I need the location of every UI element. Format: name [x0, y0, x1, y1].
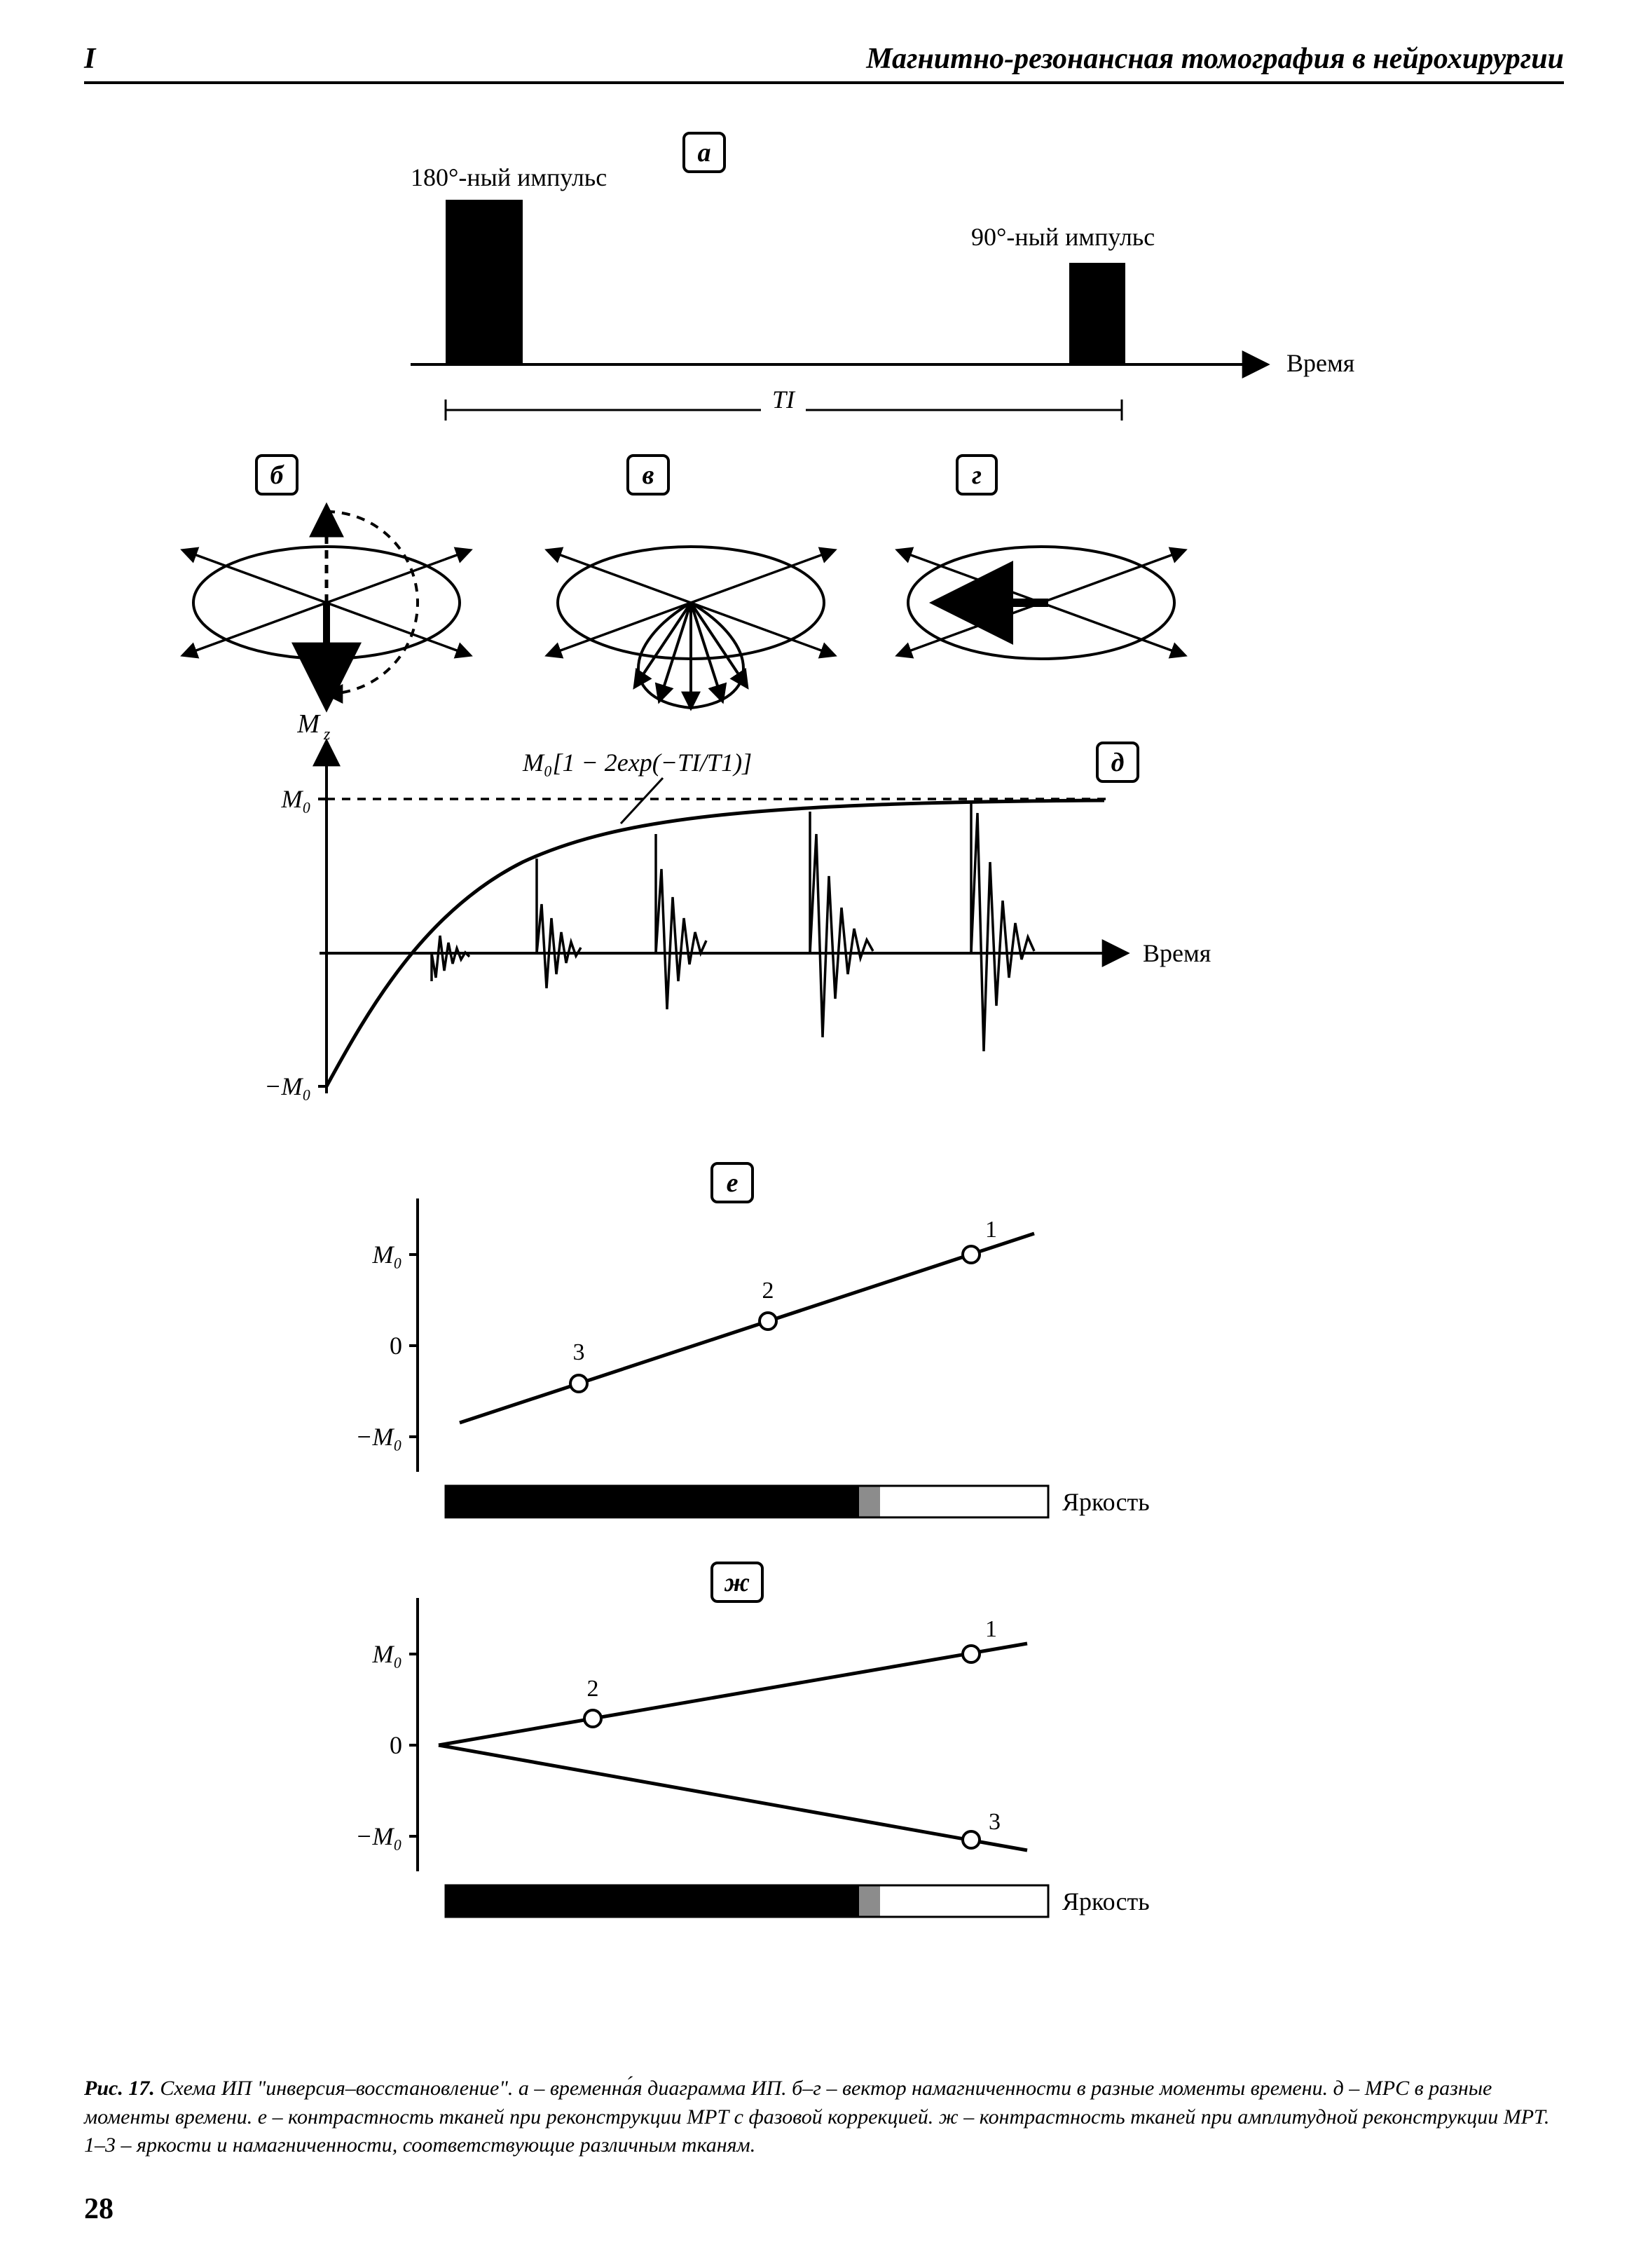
page: I Магнитно-резонансная томография в нейр…: [0, 0, 1648, 2268]
svg-text:M₀: M₀: [280, 785, 311, 813]
panel-g: [898, 547, 1185, 659]
fid-group: [432, 802, 1034, 1051]
panel-v: [547, 547, 835, 708]
chapter-number: I: [84, 42, 95, 76]
figure-svg: а 180°-ный импульс 90°-ный импульс Время…: [88, 112, 1560, 2047]
panel-d-label: д: [1111, 748, 1125, 777]
svg-text:−M₀: −M₀: [264, 1072, 311, 1100]
svg-text:1: 1: [985, 1217, 997, 1243]
panel-d-formula: M₀[1 − 2exp(−TI/T1)]: [522, 749, 752, 777]
caption-text: Схема ИП "инверсия–восстановление". а – …: [84, 2077, 1549, 2157]
figure-caption: Рис. 17. Схема ИП "инверсия–восстановлен…: [84, 2075, 1564, 2160]
page-header: I Магнитно-резонансная томография в нейр…: [84, 42, 1564, 84]
svg-text:M₀: M₀: [371, 1640, 402, 1668]
panel-e-label: е: [727, 1168, 739, 1198]
pulse90-label: 90°-ный импульс: [971, 223, 1155, 251]
panel-d-xlabel: Время: [1143, 939, 1211, 967]
svg-text:2: 2: [762, 1278, 774, 1304]
svg-text:1: 1: [985, 1616, 997, 1642]
panel-v-label: в: [643, 460, 654, 490]
svg-text:−M₀: −M₀: [355, 1822, 402, 1850]
page-number: 28: [84, 2192, 114, 2226]
svg-text:M: M: [296, 709, 321, 739]
panel-a-label: а: [698, 138, 711, 168]
panel-e-xlabel: Яркость: [1062, 1488, 1150, 1516]
pulse90-bar: [1069, 263, 1125, 364]
svg-text:3: 3: [573, 1339, 585, 1365]
caption-label: Рис. 17.: [84, 2077, 155, 2100]
panel-a: а 180°-ный импульс 90°-ный импульс Время…: [411, 133, 1354, 421]
panel-zh-xlabel: Яркость: [1062, 1887, 1150, 1915]
figure-area: а 180°-ный импульс 90°-ный импульс Время…: [84, 112, 1564, 2160]
svg-text:0: 0: [390, 1332, 402, 1360]
pulse180-bar: [446, 200, 523, 364]
panel-zh-label: ж: [724, 1568, 750, 1597]
panel-e: е M₀ 0 −M₀ 3 2 1: [355, 1163, 1150, 1517]
svg-text:2: 2: [587, 1676, 599, 1702]
panel-b: [183, 508, 470, 701]
panel-zh: ж M₀ 0 −M₀ 2 1 3: [355, 1563, 1150, 1917]
pulse180-label: 180°-ный импульс: [411, 163, 607, 191]
panel-b-label: б: [270, 460, 285, 490]
svg-text:3: 3: [989, 1809, 1001, 1835]
svg-text:0: 0: [390, 1731, 402, 1759]
panel-row-bvg: б в г: [183, 456, 1185, 708]
panel-d: д M z M₀ −M₀ Время: [264, 709, 1211, 1100]
svg-text:−M₀: −M₀: [355, 1423, 402, 1451]
svg-text:TI: TI: [772, 385, 796, 414]
time-axis-label: Время: [1286, 349, 1354, 377]
svg-text:M₀: M₀: [371, 1241, 402, 1269]
svg-text:z: z: [323, 725, 331, 744]
panel-e-line: [460, 1234, 1034, 1423]
panel-g-label: г: [972, 460, 982, 490]
header-title: Магнитно-резонансная томография в нейрох…: [866, 42, 1564, 76]
